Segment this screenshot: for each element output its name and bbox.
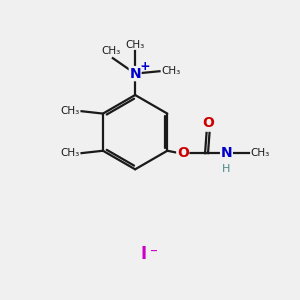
Text: CH₃: CH₃ (60, 148, 79, 158)
Text: CH₃: CH₃ (250, 148, 269, 158)
Text: CH₃: CH₃ (60, 106, 79, 116)
Text: CH₃: CH₃ (102, 46, 121, 56)
Text: +: + (139, 60, 150, 73)
Text: I: I (141, 245, 147, 263)
Text: H: H (222, 164, 231, 173)
Text: N: N (220, 146, 232, 160)
Text: ⁻: ⁻ (151, 247, 158, 262)
Text: O: O (202, 116, 214, 130)
Text: N: N (129, 67, 141, 81)
Text: CH₃: CH₃ (161, 66, 180, 76)
Text: O: O (177, 146, 189, 160)
Text: CH₃: CH₃ (125, 40, 145, 50)
